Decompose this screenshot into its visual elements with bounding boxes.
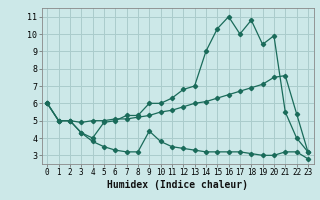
X-axis label: Humidex (Indice chaleur): Humidex (Indice chaleur) bbox=[107, 180, 248, 190]
